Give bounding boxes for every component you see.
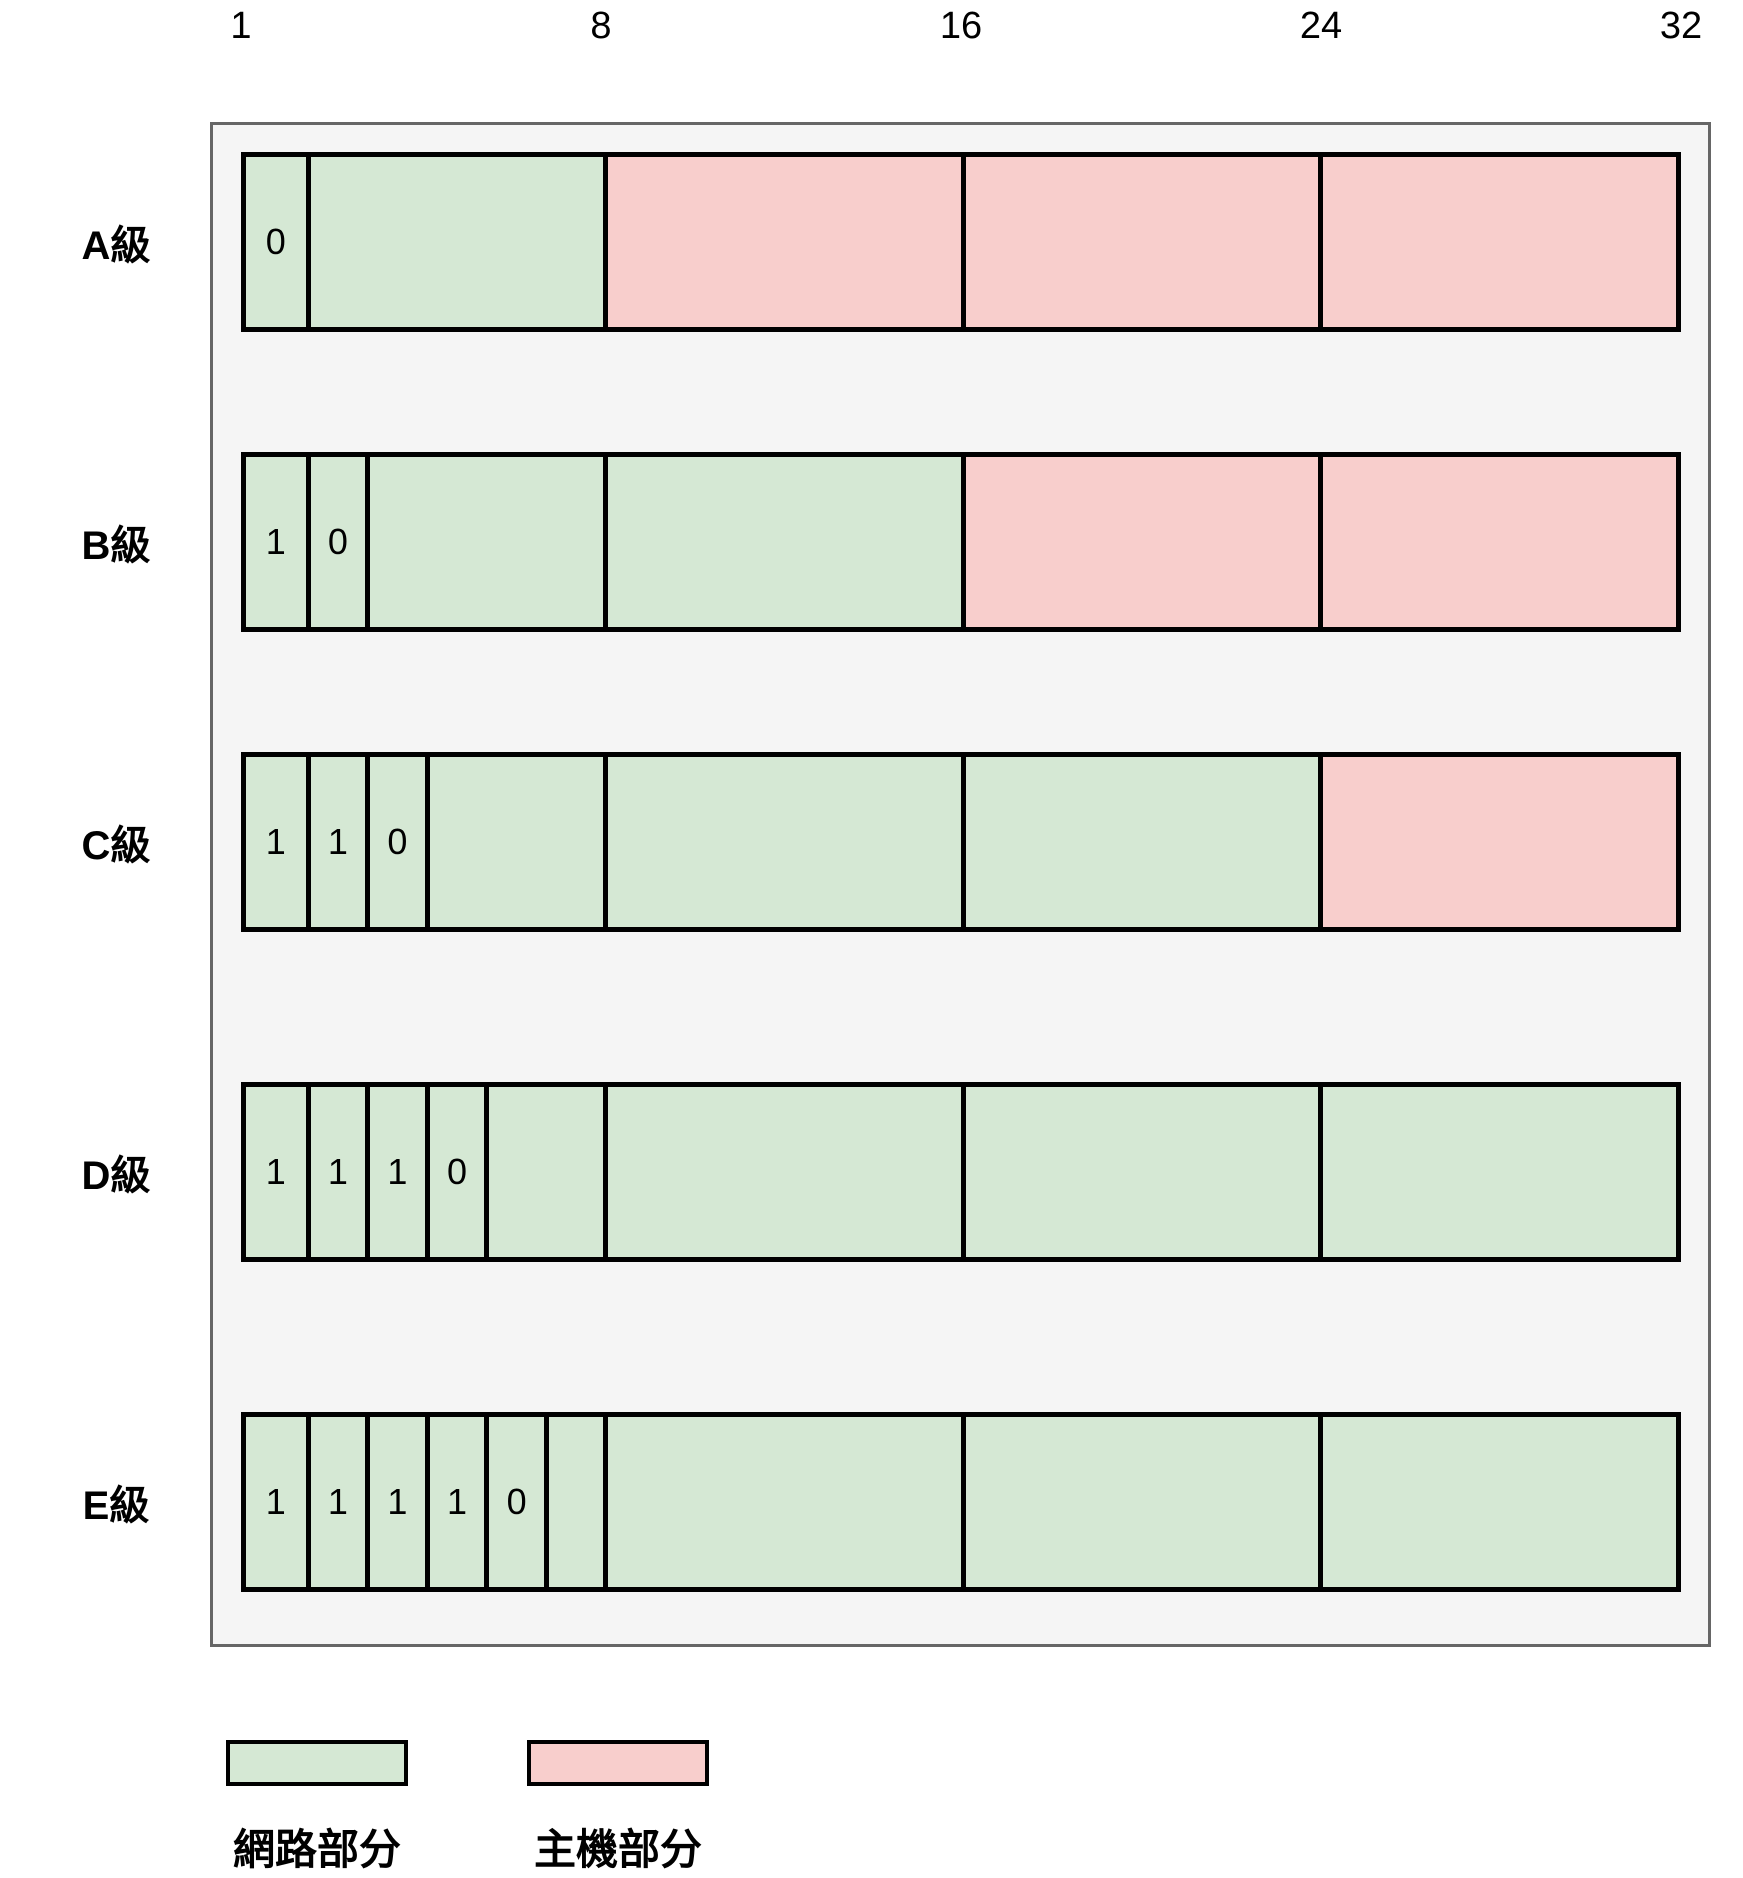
octet-cell <box>603 757 961 927</box>
octet-cell <box>1318 1417 1676 1587</box>
bit-cell: 0 <box>365 757 425 927</box>
octet-cell <box>960 1087 1319 1257</box>
bit-cell: 0 <box>305 457 366 627</box>
axis-label: 32 <box>1659 5 1703 47</box>
bit-cell: 1 <box>246 1417 306 1587</box>
octet-cell <box>960 157 1319 327</box>
bit-value: 0 <box>506 1481 527 1522</box>
bit-value: 1 <box>327 821 348 862</box>
bit-value: 1 <box>327 1151 348 1192</box>
octet-cell <box>960 757 1319 927</box>
bit-value: 0 <box>265 221 286 262</box>
bit-cell: 1 <box>365 1087 425 1257</box>
axis-label: 1 <box>230 5 252 47</box>
octet-cell <box>960 457 1319 627</box>
bit-cell: 1 <box>246 757 306 927</box>
bit-value: 1 <box>387 1151 408 1192</box>
axis-label: 24 <box>1299 5 1343 47</box>
row-label: B級 <box>81 524 151 568</box>
octet-cell <box>1318 1087 1676 1257</box>
octet-remainder-cell <box>484 1087 604 1257</box>
row-label: A級 <box>81 224 151 268</box>
bit-cell: 1 <box>365 1417 425 1587</box>
bit-value: 0 <box>447 1151 468 1192</box>
bit-cell: 1 <box>246 1087 306 1257</box>
bit-cell: 0 <box>424 1087 485 1257</box>
bit-value: 0 <box>327 521 348 562</box>
class-row: 0 <box>241 152 1681 332</box>
row-label: C級 <box>81 824 151 868</box>
octet-remainder-cell <box>424 757 604 927</box>
octet-remainder-cell <box>365 457 604 627</box>
octet-cell <box>960 1417 1319 1587</box>
octet-cell <box>1318 757 1676 927</box>
bit-value: 1 <box>265 821 286 862</box>
bit-cell: 0 <box>484 1417 544 1587</box>
row-label: E級 <box>82 1484 150 1528</box>
bit-cell: 1 <box>246 457 306 627</box>
bit-value: 1 <box>265 1481 286 1522</box>
octet-cell <box>603 1417 961 1587</box>
bit-value: 1 <box>327 1481 348 1522</box>
bit-value: 1 <box>265 521 286 562</box>
bit-cell: 1 <box>424 1417 485 1587</box>
bit-cell: 1 <box>305 1087 366 1257</box>
axis-label: 8 <box>590 5 612 47</box>
bit-value: 1 <box>447 1481 468 1522</box>
axis-label: 16 <box>939 5 983 47</box>
bit-value: 0 <box>387 821 408 862</box>
octet-cell <box>1318 457 1676 627</box>
octet-remainder-cell <box>305 157 604 327</box>
legend-label-network: 網路部分 <box>232 1826 402 1873</box>
bit-cell: 1 <box>305 757 366 927</box>
octet-cell <box>1318 157 1676 327</box>
octet-cell <box>603 457 961 627</box>
legend-label-host: 主機部分 <box>533 1826 703 1873</box>
row-label: D級 <box>81 1154 151 1198</box>
bit-cell: 0 <box>246 157 306 327</box>
legend-swatch-network <box>226 1740 408 1786</box>
octet-cell <box>603 157 961 327</box>
bit-cell: 1 <box>305 1417 366 1587</box>
bit-cell-empty <box>543 1417 604 1587</box>
octet-cell <box>603 1087 961 1257</box>
bit-value: 1 <box>387 1481 408 1522</box>
legend-swatch-host <box>527 1740 709 1786</box>
bit-value: 1 <box>265 1151 286 1192</box>
